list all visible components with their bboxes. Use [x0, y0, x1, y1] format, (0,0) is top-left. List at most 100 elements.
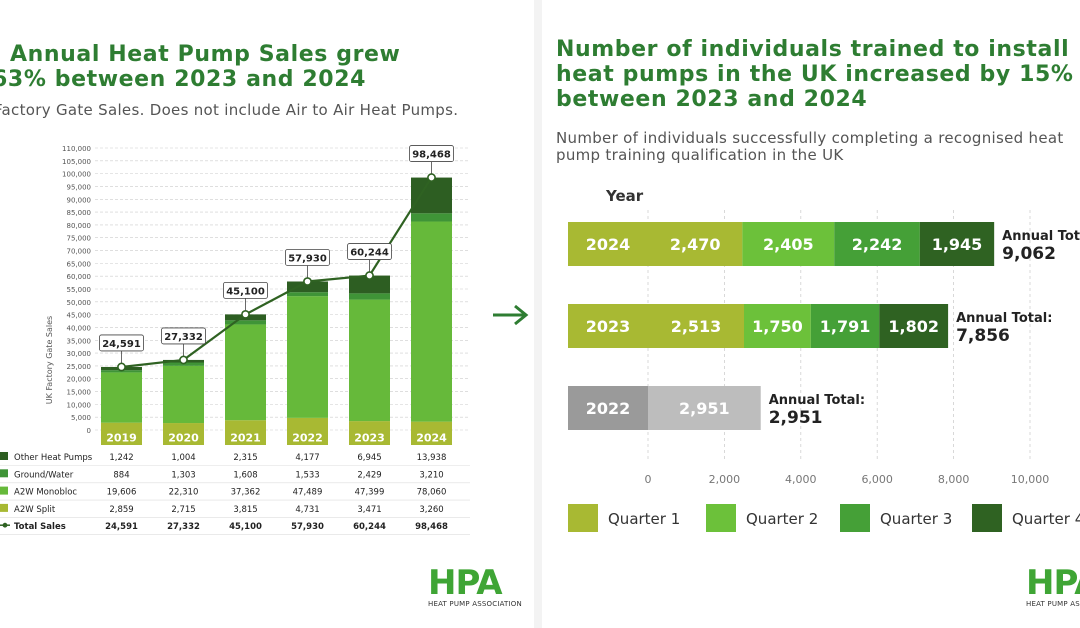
y-axis-ticks: 0 5,000 10,000 15,000 20,000 25,000 30,000 35,0…	[62, 145, 91, 435]
legend: Quarter 1 Quarter 2 Quarter 3 Quarter 4	[568, 504, 1080, 532]
table-cell: 13,938	[417, 453, 447, 463]
bar-value-label: 2,405	[763, 235, 814, 254]
table-cell: 1,242	[109, 453, 133, 463]
bar-segment-quarter-3	[834, 222, 920, 266]
y-tick-label: 75,000	[67, 235, 92, 243]
table-cell: 4,177	[295, 453, 319, 463]
category-label: 2020	[168, 432, 199, 445]
legend-label: Quarter 2	[746, 510, 818, 528]
table-cell: 3,210	[419, 470, 443, 480]
table-cell: 884	[113, 470, 129, 480]
y-tick-label: 95,000	[67, 183, 92, 191]
legend-swatch	[972, 504, 1002, 532]
bar-value-label: 2,951	[679, 399, 730, 418]
callout-box	[161, 327, 206, 345]
bar-segment-quarter-4	[919, 222, 995, 266]
category-label: 2023	[354, 432, 385, 445]
right-title-line-1: Number of individuals trained to install	[556, 37, 1070, 62]
table-cell: 47,399	[355, 488, 385, 498]
total-label: 60,244	[350, 248, 389, 259]
y-tick-label: 0	[87, 427, 91, 435]
callout-box	[409, 145, 454, 162]
annual-total-value: 2,951	[769, 408, 823, 428]
table-cell: 37,362	[231, 488, 261, 498]
data-table: Other Heat Pumps 1,242 1,004 2,315 4,177 6,94…	[0, 452, 470, 536]
table-cell: 22,310	[169, 488, 199, 498]
legend-swatch	[0, 503, 8, 512]
arrow-right-icon	[493, 304, 529, 326]
callout-box	[285, 249, 330, 266]
bar-segment-quarter-1	[648, 386, 761, 430]
category-label: 2024	[416, 432, 447, 445]
bar-segment-quarter-3	[810, 304, 880, 348]
legend-swatch	[0, 486, 8, 495]
grid-lines	[95, 147, 470, 431]
table-cell: 24,591	[105, 522, 138, 532]
legend-marker	[2, 522, 8, 528]
right-subtitle-line-1: Number of individuals successfully compl…	[556, 129, 1064, 147]
total-callouts: 24,591 27,332 45,100 57,930 60,244 98,468	[99, 145, 454, 363]
y-tick-label: 60,000	[67, 273, 92, 281]
y-tick-label: 80,000	[67, 222, 92, 230]
bar-segment-other-heat-pumps	[349, 275, 390, 294]
bar-segment-other-heat-pumps	[287, 281, 328, 293]
bar-value-label: 1,802	[888, 317, 939, 336]
bar-segment-other-heat-pumps	[411, 177, 452, 214]
table-cell: 1,004	[171, 453, 195, 463]
year-header: Year	[605, 187, 644, 205]
total-label: 24,591	[102, 339, 141, 350]
bar-segment-ground-water	[411, 213, 452, 222]
y-axis-label: UK Factory Gate Sales	[45, 316, 54, 404]
total-label: 27,332	[164, 332, 203, 343]
training-chart: Year 2024 2,470 2,405 2,242 1,945 2023 2,513 1,…	[568, 187, 1080, 532]
y-tick-label: 30,000	[67, 350, 92, 358]
x-axis-ticks: 0 2,000 4,000 6,000 8,000 10,000	[645, 473, 1050, 486]
category-labels: 2019 2020 2021 2022 2023 2024	[106, 432, 447, 445]
category-label-bg	[287, 430, 328, 445]
y-tick-label: 50,000	[67, 299, 92, 307]
table-row-label: Total Sales	[14, 522, 66, 532]
y-tick-label: 10,000	[67, 401, 92, 409]
legend-swatch	[0, 452, 8, 460]
total-label: 45,100	[226, 286, 265, 297]
bar-segment-a2w-split	[101, 422, 142, 430]
bar-segment-quarter-1	[648, 304, 744, 348]
annual-total-caption: Annual Total:	[1002, 229, 1080, 244]
bar-segment-a2w-monobloc	[287, 296, 328, 418]
left-title-line-2: 63% between 2023 and 2024	[0, 67, 367, 92]
bar-segment-a2w-split	[287, 417, 328, 430]
bar-segment-a2w-monobloc	[101, 372, 142, 423]
table-row-label: A2W Monobloc	[14, 488, 77, 498]
table-cell: 1,533	[295, 470, 319, 480]
callout-box	[99, 334, 144, 352]
bar-segment-a2w-monobloc	[225, 324, 266, 421]
year-label: 2022	[586, 399, 631, 418]
table-cell: 2,429	[357, 470, 381, 480]
y-tick-label: 70,000	[67, 248, 92, 256]
table-cell: 2,315	[233, 453, 257, 463]
y-tick-label: 40,000	[67, 324, 92, 332]
bar-segment-ground-water	[287, 292, 328, 297]
table-cell: 4,731	[295, 505, 319, 515]
total-point	[241, 309, 250, 319]
annual-total-value: 9,062	[1002, 244, 1056, 264]
bar-segment-a2w-split	[225, 420, 266, 430]
bar-segment-quarter-4	[879, 304, 949, 348]
table-cell: 98,468	[415, 522, 448, 532]
total-point	[303, 277, 312, 286]
total-point	[179, 355, 188, 365]
right-title-line-3: between 2023 and 2024	[556, 87, 868, 112]
hpa-logo: HPA HEAT PUMP ASSOCIATION	[428, 566, 522, 608]
table-cell: 45,100	[229, 522, 262, 532]
y-tick-label: 90,000	[67, 196, 92, 204]
right-panel: Number of individuals trained to install…	[542, 0, 1080, 628]
y-tick-label: 65,000	[67, 260, 92, 268]
legend-swatch	[706, 504, 736, 532]
total-point	[365, 271, 374, 280]
bar-segment-a2w-split	[411, 421, 452, 430]
y-tick-label: 25,000	[67, 363, 92, 371]
y-tick-label: 45,000	[67, 312, 92, 320]
legend-swatch	[840, 504, 870, 532]
legend-swatch	[568, 504, 598, 532]
